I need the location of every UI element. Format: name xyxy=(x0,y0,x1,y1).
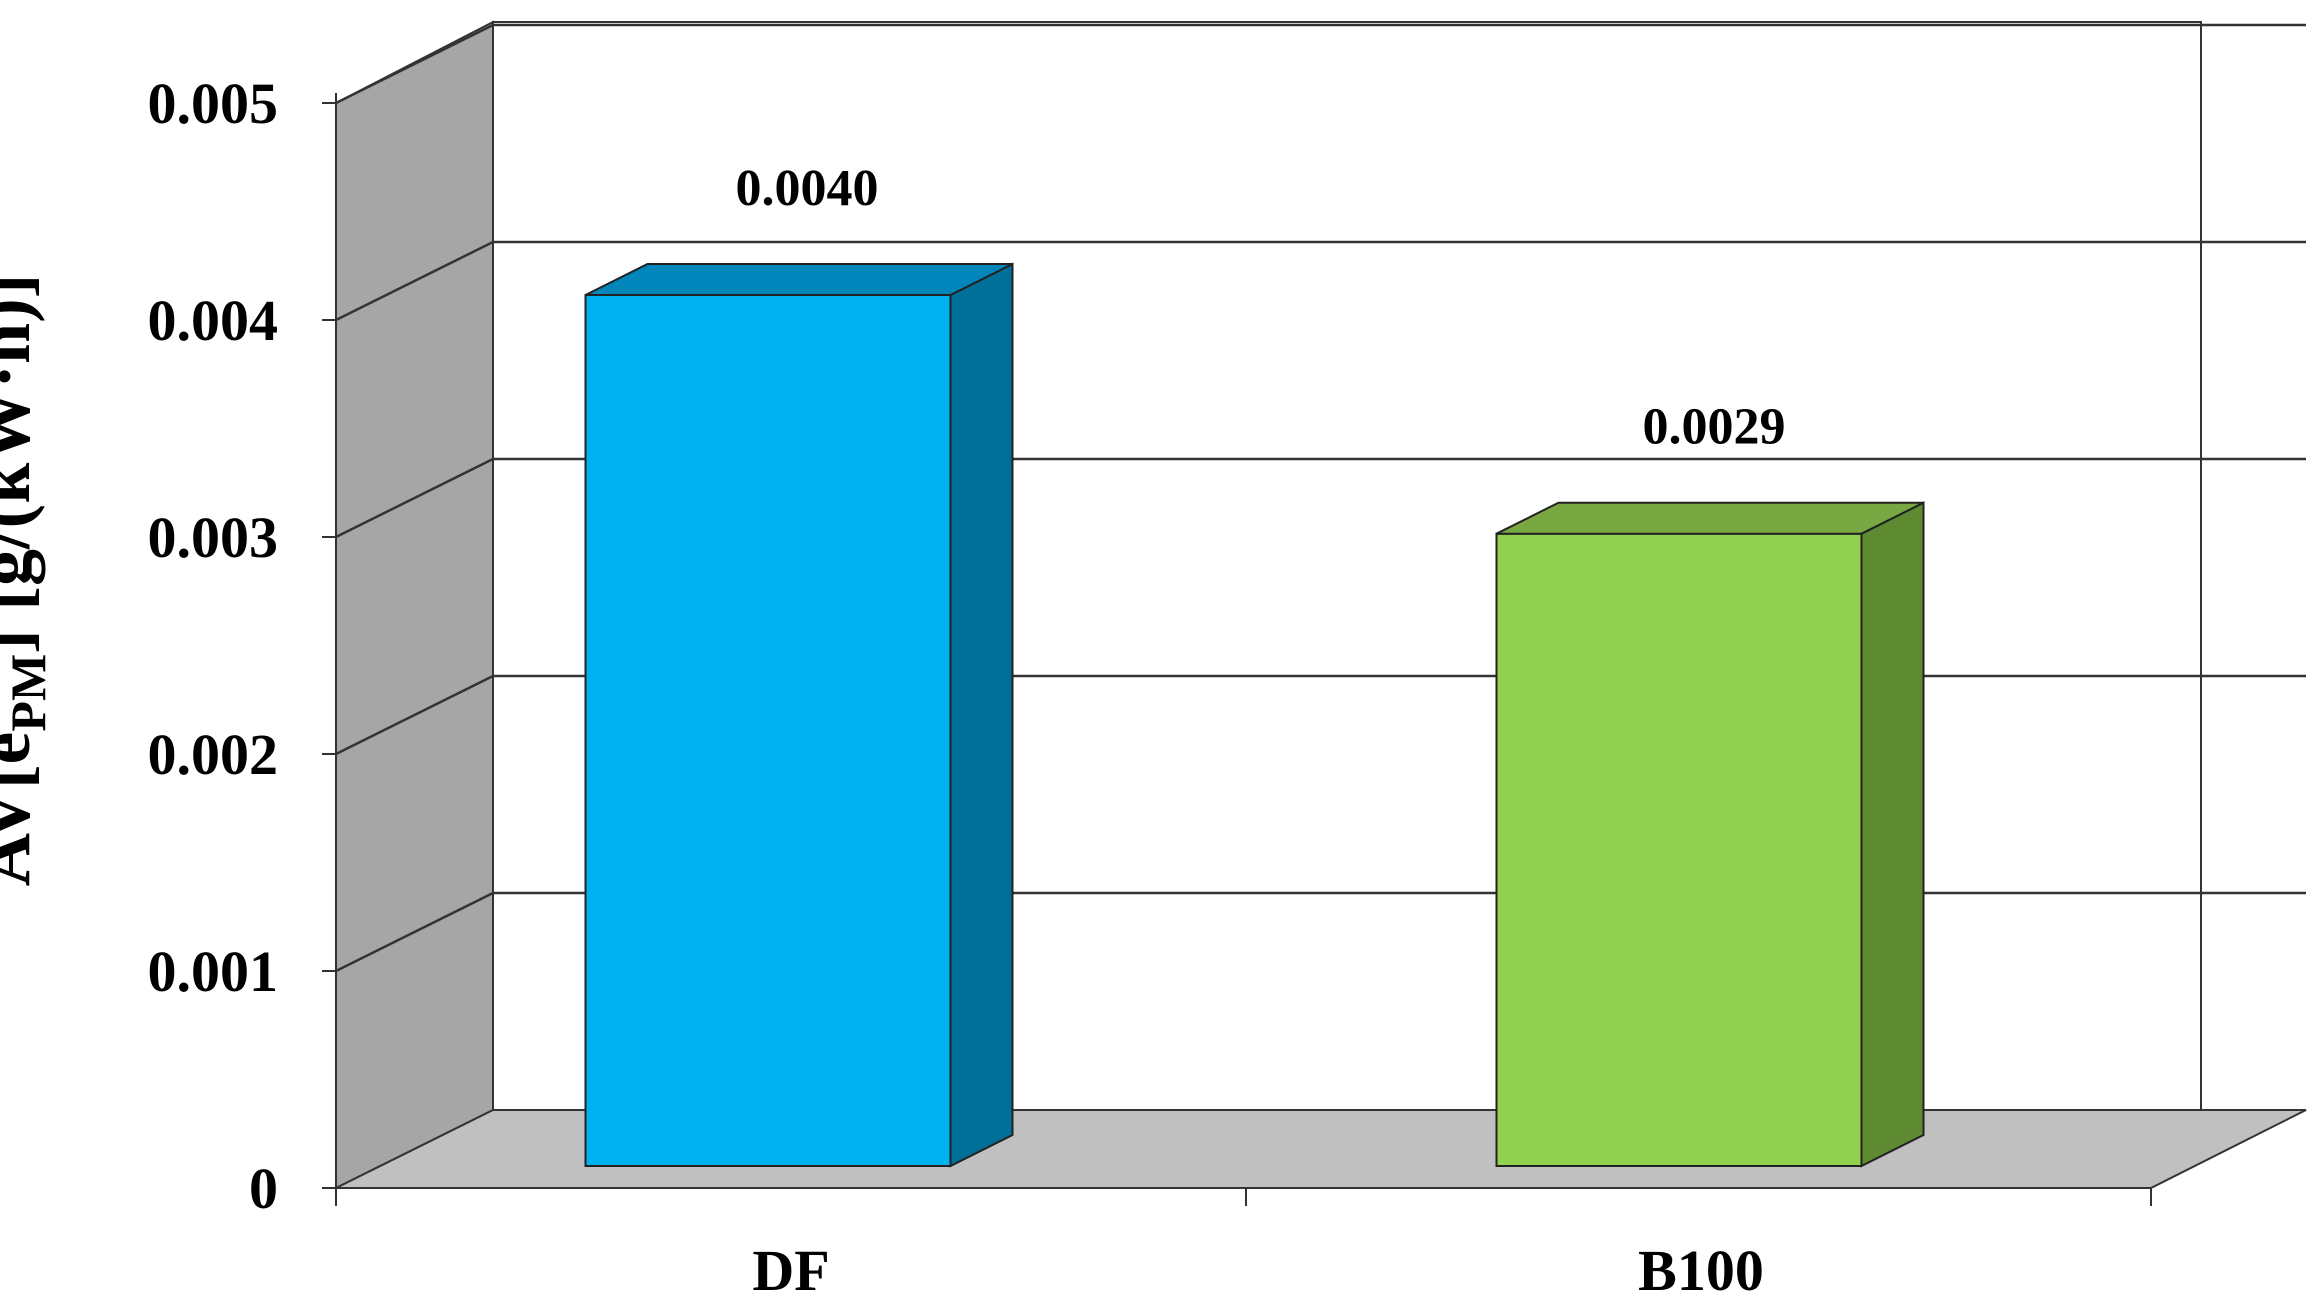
bar-DF xyxy=(584,294,952,1167)
category-label-B100: B100 xyxy=(1638,1238,1764,1300)
gridline xyxy=(335,23,2306,105)
y-tick-label: 0.005 xyxy=(148,71,279,136)
gridline xyxy=(335,457,2306,539)
gridlines xyxy=(335,23,2306,973)
bars xyxy=(584,262,1925,1168)
y-axis-label: AV[ePM] [g/(kW·h)] xyxy=(0,273,56,887)
y-tick-labels: 0 0.001 0.002 0.003 0.004 0.005 xyxy=(148,71,279,1221)
bar-top-B100 xyxy=(1496,501,1924,535)
y-tick-label: 0.003 xyxy=(148,505,279,570)
data-label-DF: 0.0040 xyxy=(736,160,879,217)
axes xyxy=(322,93,2152,1206)
bar-top-DF xyxy=(585,263,1013,296)
gridline xyxy=(335,240,2306,322)
y-tick-label: 0.004 xyxy=(148,288,279,353)
y-tick-label: 0.001 xyxy=(148,939,279,1004)
category-label-DF: DF xyxy=(752,1238,829,1300)
bar-side-B100 xyxy=(1860,501,1925,1168)
y-tick-label: 0 xyxy=(249,1156,278,1221)
x-category-labels: DF B100 xyxy=(752,1238,1764,1300)
data-label-B100: 0.0029 xyxy=(1643,399,1786,456)
side-wall xyxy=(335,20,494,1190)
data-labels: 0.0040 0.0029 xyxy=(736,160,1786,456)
y-tick-label: 0.002 xyxy=(148,722,279,787)
bar-B100 xyxy=(1495,532,1863,1167)
bar-side-DF xyxy=(949,262,1014,1168)
